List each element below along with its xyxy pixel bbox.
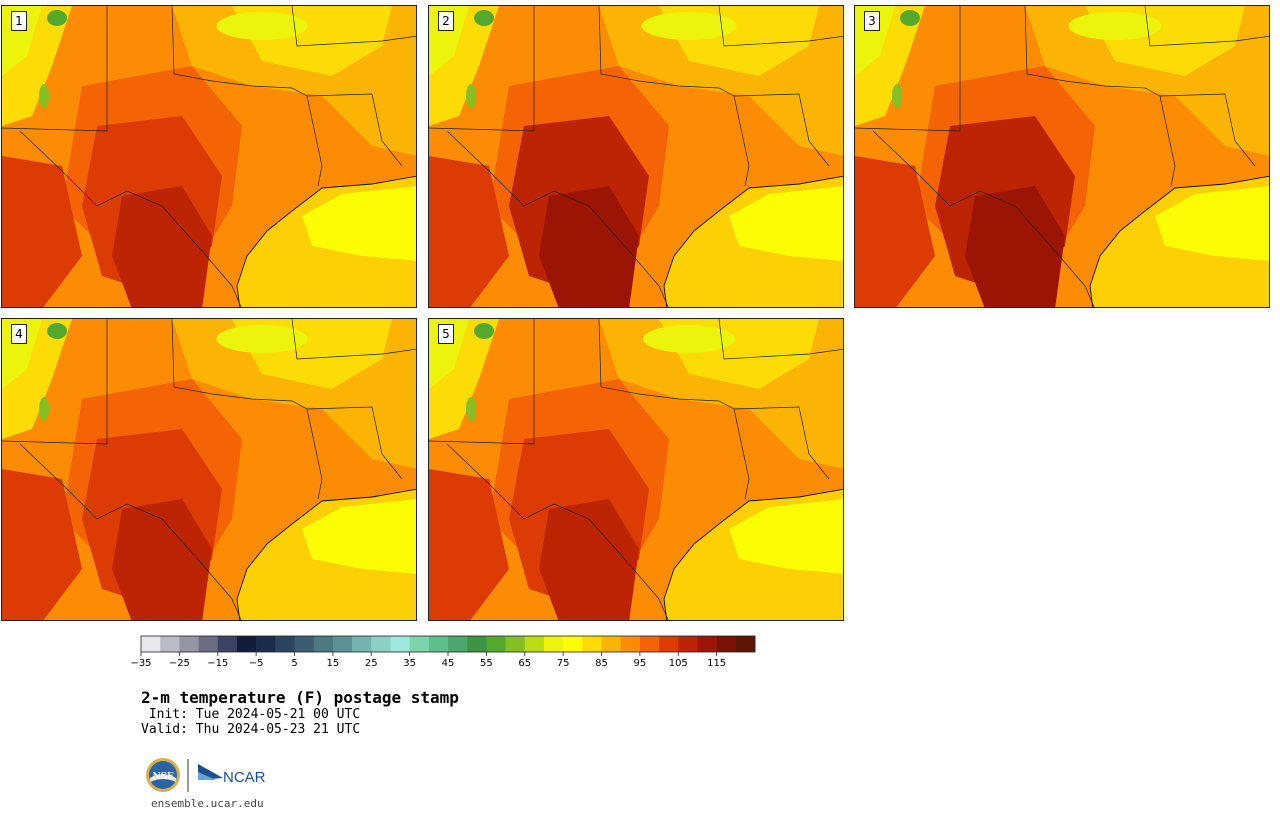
colorbar-tick-label: −25 xyxy=(169,658,190,669)
temperature-colorbar: −35 −25 −15 −5 5 15 25 35 45 55 65 75 85 95 105 115 xyxy=(130,635,756,669)
colorbar-swatch xyxy=(160,636,180,652)
temperature-map xyxy=(855,6,1269,307)
colorbar-swatch xyxy=(179,636,199,652)
ensemble-member-map: 5 xyxy=(428,318,844,621)
ncar-logo-icon: NCAR xyxy=(198,764,266,786)
colorbar-swatch xyxy=(678,636,698,652)
colorbar-swatch xyxy=(409,636,430,652)
colorbar-swatch xyxy=(217,636,238,652)
colorbar-swatch xyxy=(390,636,410,652)
colorbar-tick-label: 5 xyxy=(291,658,297,669)
colorbar-tick-label: 75 xyxy=(557,658,570,669)
colorbar-swatch xyxy=(735,636,756,652)
colorbar-swatch xyxy=(697,636,717,652)
ensemble-member-map: 1 xyxy=(1,5,417,308)
colorbar-swatch xyxy=(332,636,353,652)
colorbar-swatch xyxy=(371,636,391,652)
ensemble-member-map: 2 xyxy=(428,5,844,308)
colorbar-tick-label: 45 xyxy=(442,658,455,669)
colorbar-swatch xyxy=(563,636,583,652)
member-number-label: 3 xyxy=(864,11,880,31)
colorbar-swatch xyxy=(352,636,372,652)
colorbar-tick-label: 95 xyxy=(634,658,647,669)
colorbar-swatch xyxy=(141,636,161,652)
ncar-logo-text: NCAR xyxy=(223,769,266,786)
website-url: ensemble.ucar.edu xyxy=(151,797,264,810)
colorbar-swatch xyxy=(659,636,679,652)
logo-group: NSF NCAR xyxy=(146,758,266,792)
colorbar-swatch xyxy=(639,636,660,652)
colorbar-swatch xyxy=(236,636,257,652)
caption: 2-m temperature (F) postage stamp Init: … xyxy=(141,688,459,737)
valid-time: Valid: Thu 2024-05-23 21 UTC xyxy=(141,722,361,737)
colorbar-swatch xyxy=(313,636,334,652)
temperature-map xyxy=(2,319,416,620)
colorbar-tick-label: −5 xyxy=(249,658,264,669)
colorbar-swatch xyxy=(275,636,295,652)
temperature-map xyxy=(2,6,416,307)
colorbar-swatch xyxy=(601,636,621,652)
colorbar-tick-label: −15 xyxy=(207,658,228,669)
nsf-logo-icon: NSF xyxy=(146,758,180,792)
temperature-map xyxy=(429,6,843,307)
member-number-label: 5 xyxy=(438,324,454,344)
colorbar-tick-label: 15 xyxy=(327,658,340,669)
colorbar-swatch xyxy=(543,636,564,652)
colorbar-tick-label: 35 xyxy=(403,658,416,669)
colorbar-swatch xyxy=(582,636,602,652)
colorbar-swatch xyxy=(620,636,641,652)
colorbar-tick-label: 85 xyxy=(595,658,608,669)
colorbar-swatch xyxy=(256,636,276,652)
colorbar-swatch xyxy=(524,636,545,652)
figure-title: 2-m temperature (F) postage stamp xyxy=(141,688,459,707)
init-time: Init: Tue 2024-05-21 00 UTC xyxy=(141,707,361,722)
colorbar-swatch xyxy=(486,636,506,652)
colorbar-tick-label: 115 xyxy=(707,658,726,669)
colorbar-tick-label: −35 xyxy=(130,658,151,669)
ensemble-member-map: 4 xyxy=(1,318,417,621)
colorbar-swatch xyxy=(716,636,737,652)
member-number-label: 2 xyxy=(438,11,454,31)
temperature-map xyxy=(429,319,843,620)
colorbar-swatch xyxy=(467,636,487,652)
colorbar-tick-label: 25 xyxy=(365,658,378,669)
colorbar-swatch xyxy=(505,636,526,652)
colorbar-swatch xyxy=(198,636,219,652)
colorbar-tick-label: 55 xyxy=(480,658,493,669)
ensemble-member-map: 3 xyxy=(854,5,1270,308)
colorbar-tick-label: 105 xyxy=(669,658,688,669)
member-number-label: 1 xyxy=(11,11,27,31)
colorbar-swatch xyxy=(448,636,468,652)
nsf-logo-text: NSF xyxy=(152,772,174,782)
member-number-label: 4 xyxy=(11,324,27,344)
colorbar-swatch xyxy=(428,636,449,652)
colorbar-tick-label: 65 xyxy=(518,658,531,669)
colorbar-swatch xyxy=(294,636,314,652)
